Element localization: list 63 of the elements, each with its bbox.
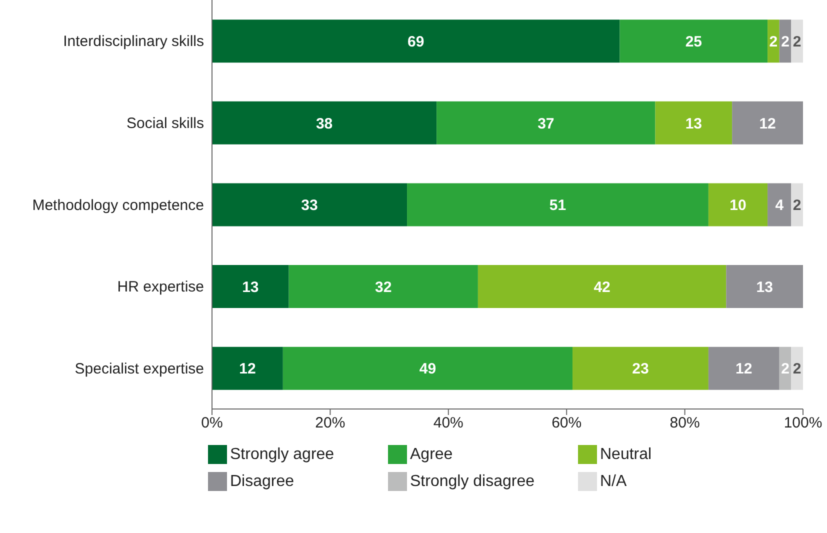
x-tick-label: 100% <box>784 414 822 432</box>
data-label: 2 <box>781 360 790 378</box>
x-tick-label: 0% <box>201 414 223 432</box>
bar <box>436 101 656 144</box>
bar <box>212 346 283 390</box>
data-label: 49 <box>419 360 436 378</box>
bar <box>478 265 726 308</box>
legend-label: Neutral <box>600 446 652 464</box>
data-label: 37 <box>538 115 554 132</box>
bar <box>282 346 573 390</box>
data-label: 2 <box>792 33 802 50</box>
bar <box>791 20 803 63</box>
data-label: 13 <box>685 115 702 132</box>
bar <box>212 265 289 308</box>
y-tick-label: Social skills <box>126 115 204 132</box>
bar <box>572 346 708 390</box>
bar <box>708 183 768 226</box>
legend-label: N/A <box>600 473 627 491</box>
bar <box>655 101 732 144</box>
bar <box>791 183 803 226</box>
data-label: 69 <box>408 33 424 50</box>
data-label: 23 <box>632 360 649 378</box>
bar <box>768 183 792 226</box>
data-label: 25 <box>685 33 702 50</box>
bar <box>407 183 708 226</box>
y-tick-label: Interdisciplinary skills <box>63 33 204 50</box>
bar <box>726 265 803 308</box>
data-label: 2 <box>769 33 778 50</box>
legend-label: Disagree <box>230 473 294 491</box>
bar <box>732 101 803 144</box>
data-label: 12 <box>736 360 752 378</box>
x-tick-label: 20% <box>315 414 346 432</box>
legend-label: Strongly agree <box>230 446 334 464</box>
legend-label: Strongly disagree <box>410 473 535 491</box>
y-tick-label: Methodology competence <box>32 196 204 214</box>
data-label: 13 <box>242 278 259 296</box>
data-label: 13 <box>756 278 773 296</box>
data-label: 51 <box>549 197 566 214</box>
data-label: 32 <box>375 278 392 296</box>
data-label: 12 <box>759 115 776 132</box>
y-tick-label: Specialist expertise <box>74 360 204 378</box>
data-label: 2 <box>792 360 802 378</box>
bar <box>288 265 478 308</box>
bar <box>212 183 408 226</box>
y-tick-label: HR expertise <box>117 278 204 296</box>
data-label: 2 <box>792 197 802 214</box>
x-tick-label: 60% <box>552 414 582 432</box>
data-label: 33 <box>301 197 318 214</box>
data-label: 42 <box>594 278 610 296</box>
bar <box>212 101 437 144</box>
x-tick-label: 40% <box>433 414 464 432</box>
bar <box>708 346 780 390</box>
x-tick-label: 80% <box>670 414 700 432</box>
data-label: 12 <box>239 360 256 378</box>
bar <box>791 346 803 390</box>
legend-label: Agree <box>410 446 453 464</box>
bar <box>620 20 768 63</box>
bar <box>212 20 620 63</box>
data-label: 4 <box>775 197 784 214</box>
data-label: 10 <box>730 197 746 214</box>
data-label: 38 <box>316 115 333 132</box>
data-label: 2 <box>781 33 790 50</box>
bar <box>768 20 780 63</box>
